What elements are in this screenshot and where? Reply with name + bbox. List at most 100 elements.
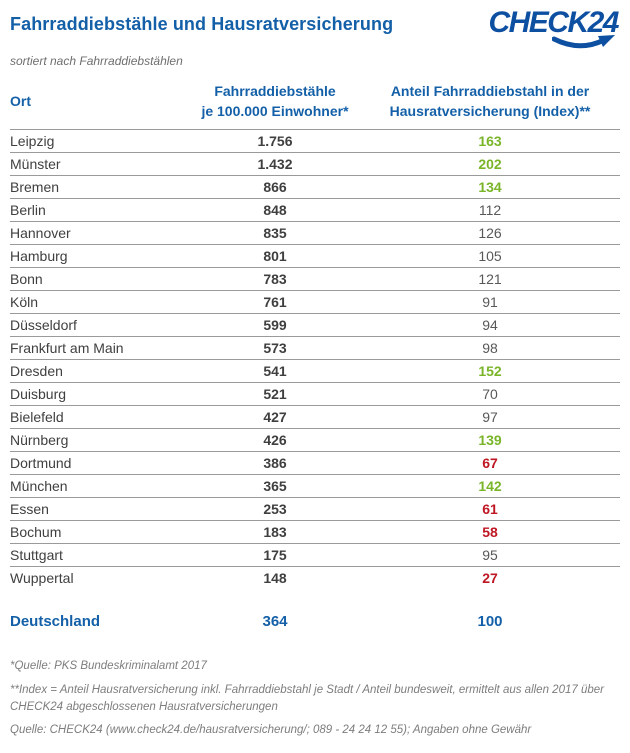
thefts-cell: 783 — [263, 271, 287, 288]
col-header-index-line2: Hausratversicherung (Index)** — [389, 102, 591, 119]
col-header-thefts-line2: je 100.000 Einwohner* — [201, 102, 349, 119]
city-cell: Dresden — [10, 363, 63, 380]
table-row: Frankfurt am Main 573 98 — [10, 336, 620, 359]
index-cell: 61 — [482, 501, 498, 518]
table-row: Bochum 183 58 — [10, 520, 620, 543]
city-cell: Bielefeld — [10, 409, 64, 426]
table-row: Stuttgart 175 95 — [10, 543, 620, 566]
page-header: Fahrraddiebstähle und Hausratversicherun… — [10, 6, 620, 49]
thefts-cell: 175 — [263, 547, 287, 564]
city-cell: Bonn — [10, 271, 43, 288]
col-header-index-line1: Anteil Fahrraddiebstahl in der — [390, 83, 590, 99]
table-row: Bielefeld 427 97 — [10, 405, 620, 428]
thefts-cell: 365 — [263, 478, 287, 495]
check24-logo-text: CHECK24 — [488, 6, 619, 39]
city-cell: Leipzig — [10, 133, 55, 150]
thefts-cell: 848 — [263, 202, 287, 219]
thefts-cell: 1.756 — [257, 133, 293, 150]
table-row: Wuppertal 148 27 — [10, 566, 620, 589]
thefts-cell: 426 — [263, 432, 287, 449]
city-cell: Berlin — [10, 202, 46, 219]
city-cell: Köln — [10, 294, 39, 311]
table-row: Dresden 541 152 — [10, 359, 620, 382]
page-title: Fahrraddiebstähle und Hausratversicherun… — [10, 14, 394, 34]
table-row: Hamburg 801 105 — [10, 244, 620, 267]
logo-swoosh-icon — [552, 35, 615, 49]
index-cell: 152 — [478, 363, 502, 380]
table-body: Leipzig 1.756 163 Münster 1.432 202 Brem… — [10, 129, 620, 589]
table-row: Köln 761 91 — [10, 290, 620, 313]
index-cell: 58 — [482, 524, 498, 541]
table-row: Bonn 783 121 — [10, 267, 620, 290]
city-cell: München — [10, 478, 68, 495]
thefts-cell: 599 — [263, 317, 287, 334]
index-cell: 97 — [482, 409, 498, 426]
total-thefts-cell: 364 — [262, 613, 288, 631]
table-row: Essen 253 61 — [10, 497, 620, 520]
footnote-index-definition: **Index = Anteil Hausratversicherung ink… — [10, 683, 604, 713]
check24-logo: CHECK24 — [488, 6, 619, 49]
index-cell: 202 — [478, 156, 502, 173]
total-index-cell: 100 — [477, 613, 503, 631]
index-cell: 163 — [478, 133, 502, 150]
index-cell: 94 — [482, 317, 498, 334]
table-row: Dortmund 386 67 — [10, 451, 620, 474]
footnotes: *Quelle: PKS Bundeskriminalamt 2017 **In… — [10, 658, 620, 739]
total-row: Deutschland 364 100 — [10, 613, 620, 630]
index-cell: 91 — [482, 294, 498, 311]
table-header-row: Ort Fahrraddiebstähle je 100.000 Einwohn… — [10, 82, 620, 129]
table-row: Bremen 866 134 — [10, 175, 620, 198]
index-cell: 142 — [478, 478, 502, 495]
col-header-ort: Ort — [10, 92, 31, 109]
table-row: Duisburg 521 70 — [10, 382, 620, 405]
thefts-cell: 835 — [263, 225, 287, 242]
city-cell: Wuppertal — [10, 570, 74, 587]
thefts-cell: 801 — [263, 248, 287, 265]
city-cell: Duisburg — [10, 386, 67, 403]
city-cell: Stuttgart — [10, 547, 63, 564]
index-cell: 98 — [482, 340, 498, 357]
index-cell: 27 — [482, 570, 498, 587]
col-header-index: Anteil Fahrraddiebstahl in der Hausratve… — [360, 82, 620, 121]
table-row: Leipzig 1.756 163 — [10, 129, 620, 152]
footnote-source-pks: *Quelle: PKS Bundeskriminalamt 2017 — [10, 660, 207, 673]
index-cell: 112 — [478, 202, 502, 219]
thefts-cell: 521 — [263, 386, 287, 403]
city-cell: Düsseldorf — [10, 317, 77, 334]
city-cell: Münster — [10, 156, 61, 173]
total-city-cell: Deutschland — [10, 613, 101, 631]
index-cell: 67 — [482, 455, 498, 472]
thefts-cell: 148 — [263, 570, 287, 587]
city-cell: Hannover — [10, 225, 71, 242]
thefts-cell: 253 — [263, 501, 287, 518]
index-cell: 95 — [482, 547, 498, 564]
table-row: Berlin 848 112 — [10, 198, 620, 221]
thefts-cell: 761 — [263, 294, 287, 311]
col-header-thefts-line1: Fahrraddiebstähle — [214, 83, 336, 99]
index-cell: 105 — [478, 248, 502, 265]
city-cell: Dortmund — [10, 455, 72, 472]
table-row: Nürnberg 426 139 — [10, 428, 620, 451]
table-row: Düsseldorf 599 94 — [10, 313, 620, 336]
table-row: Münster 1.432 202 — [10, 152, 620, 175]
index-cell: 70 — [482, 386, 498, 403]
city-cell: Essen — [10, 501, 49, 518]
thefts-cell: 427 — [263, 409, 287, 426]
city-cell: Nürnberg — [10, 432, 69, 449]
city-cell: Frankfurt am Main — [10, 340, 124, 357]
thefts-cell: 866 — [263, 179, 287, 196]
thefts-cell: 573 — [263, 340, 287, 357]
footnote-source-check24: Quelle: CHECK24 (www.check24.de/hausratv… — [10, 724, 532, 737]
table-row: Hannover 835 126 — [10, 221, 620, 244]
city-cell: Bochum — [10, 524, 62, 541]
thefts-cell: 386 — [263, 455, 287, 472]
thefts-cell: 541 — [263, 363, 287, 380]
index-cell: 139 — [478, 432, 502, 449]
city-cell: Hamburg — [10, 248, 68, 265]
col-header-thefts: Fahrraddiebstähle je 100.000 Einwohner* — [190, 82, 360, 121]
table-row: München 365 142 — [10, 474, 620, 497]
index-cell: 126 — [478, 225, 502, 242]
data-table: Ort Fahrraddiebstähle je 100.000 Einwohn… — [10, 82, 620, 630]
thefts-cell: 1.432 — [257, 156, 293, 173]
